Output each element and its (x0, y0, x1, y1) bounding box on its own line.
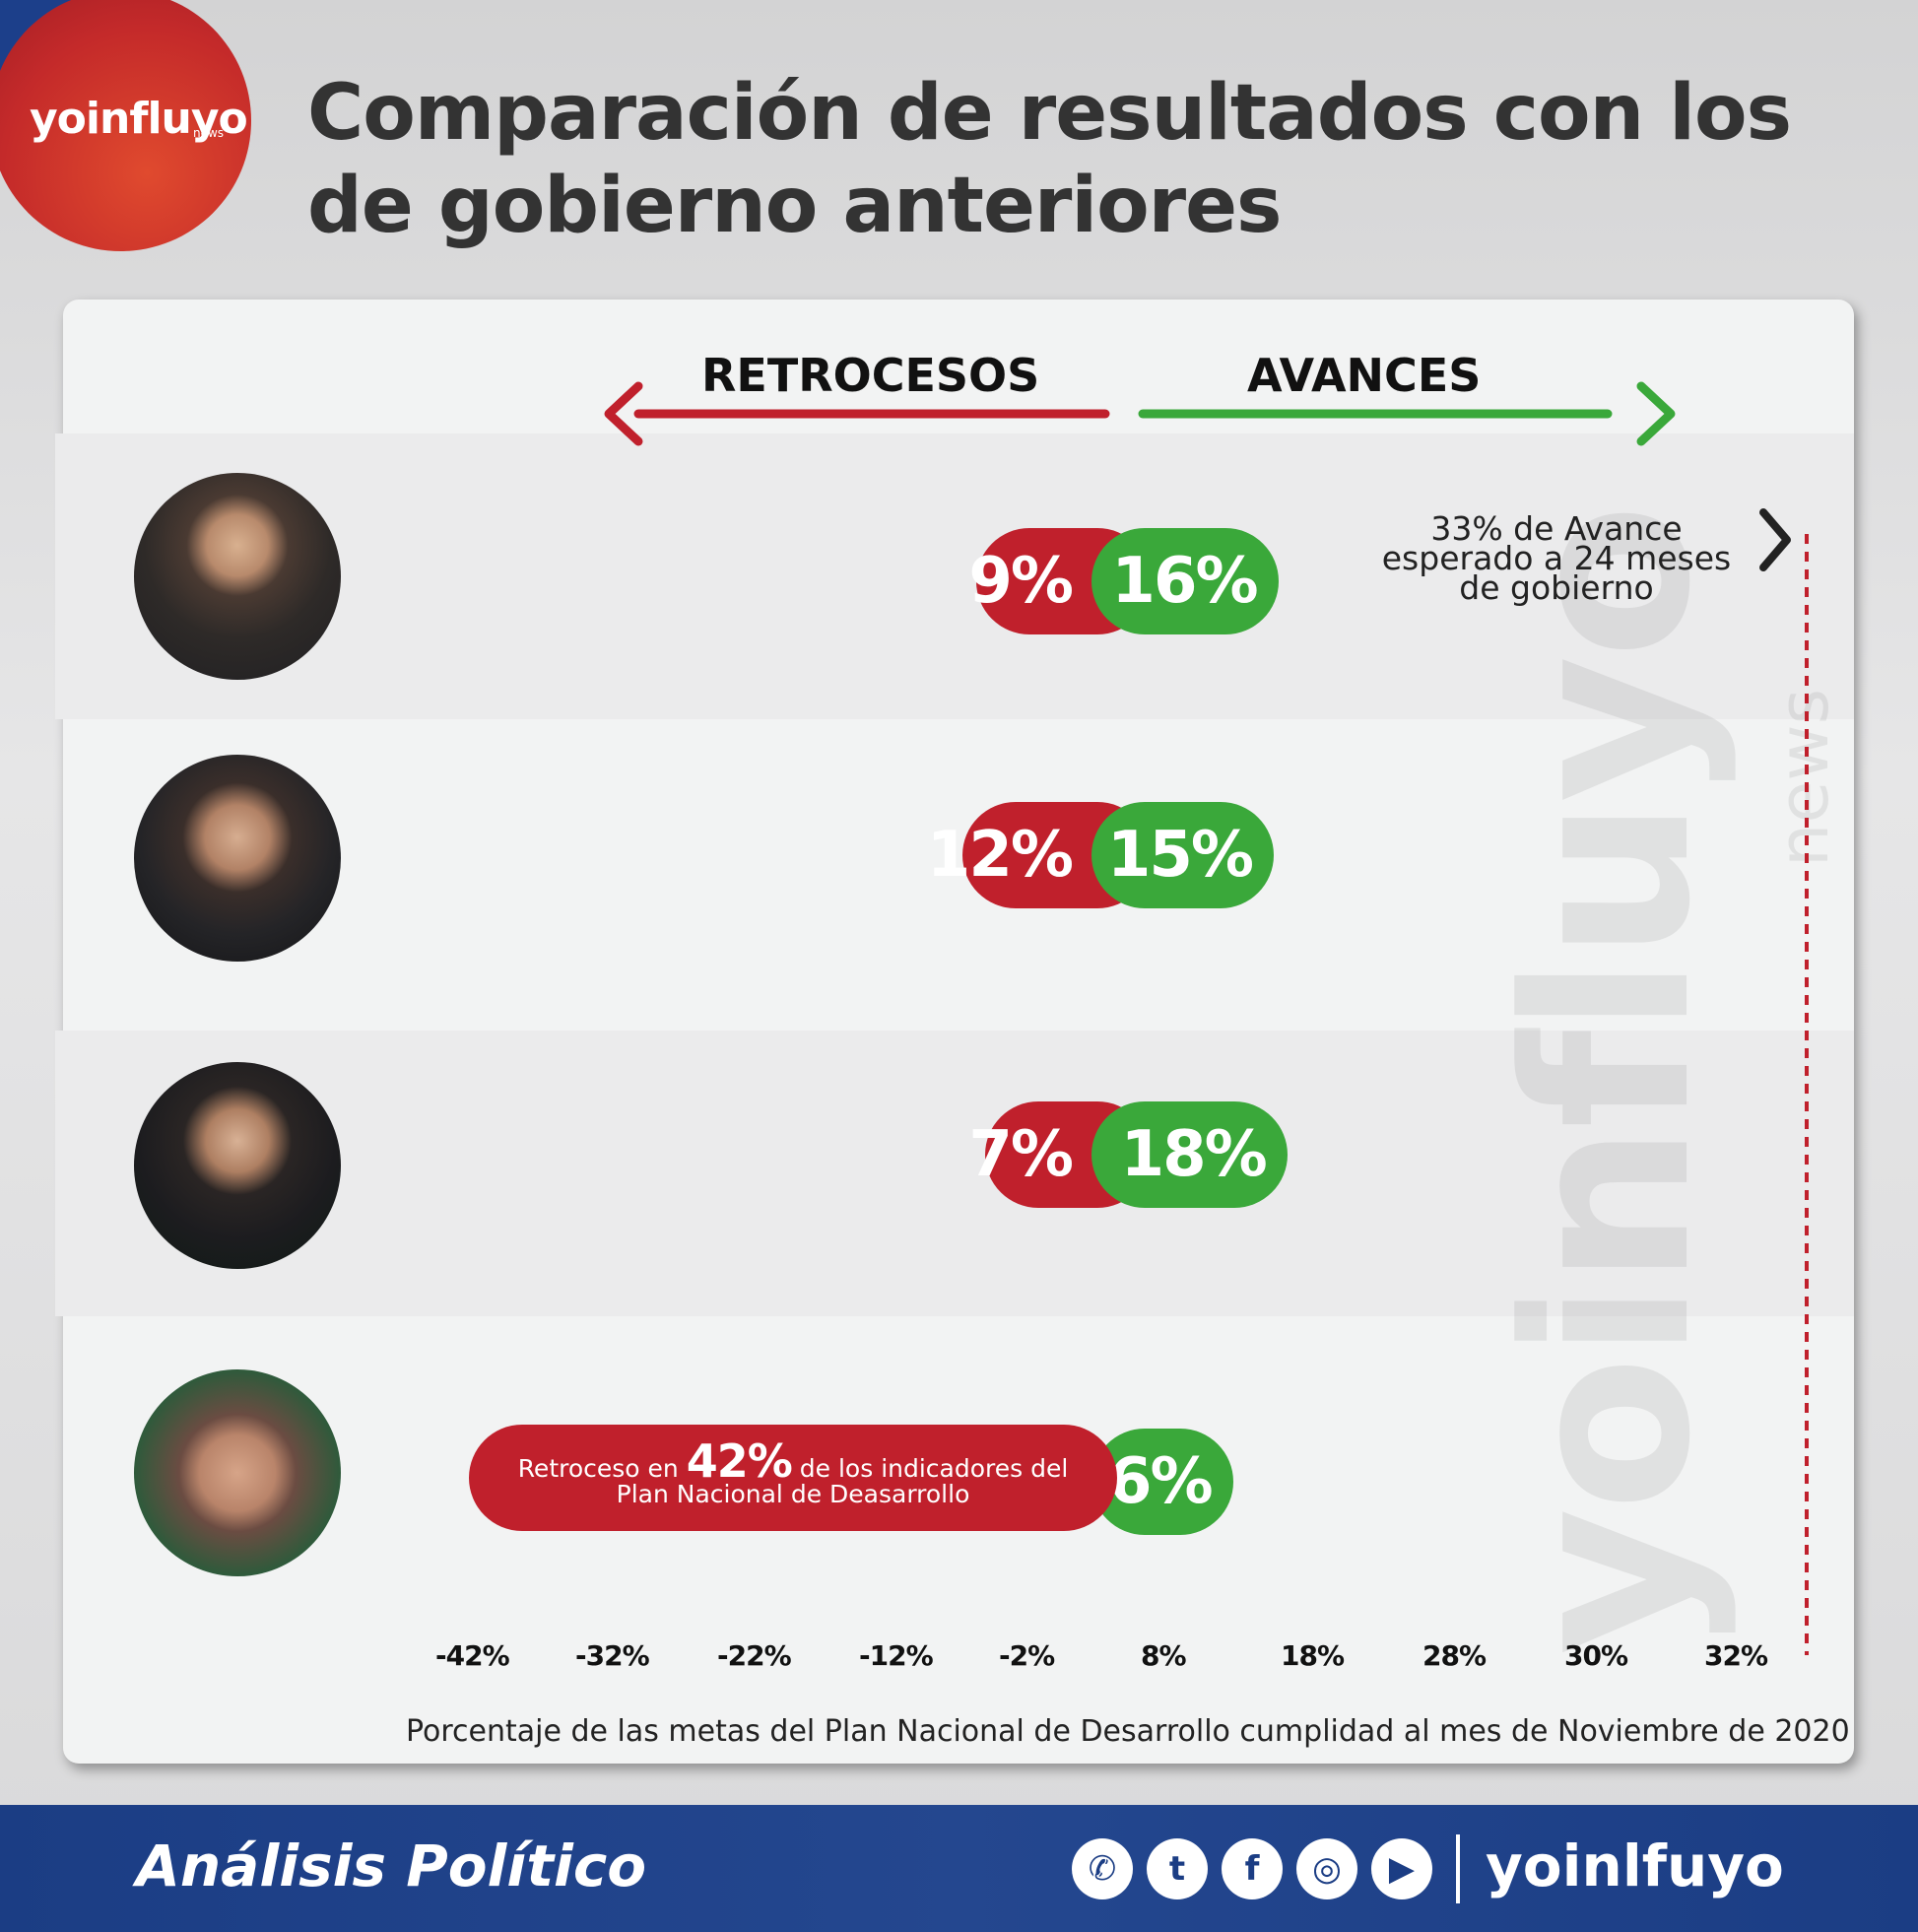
portrait-calderon (134, 755, 341, 962)
reference-line-1: 33% de Avance (1430, 509, 1683, 548)
reference-line-2: esperado a 24 meses (1381, 539, 1732, 577)
x-tick-label: 8% (1141, 1639, 1187, 1672)
instagram-icon[interactable]: ◎ (1296, 1838, 1357, 1899)
bar-retroceso-amlo: Retroceso en 42% de los indicadores del … (469, 1425, 1117, 1531)
x-tick-label: -2% (999, 1639, 1055, 1672)
reference-annotation: 33% de Avance esperado a 24 meses de gob… (1359, 509, 1753, 607)
bar-avance-1: 16% (1091, 528, 1279, 634)
footer-label: Análisis Político (136, 1832, 647, 1899)
special-suffix: de los indicadores del (799, 1454, 1069, 1483)
whatsapp-icon[interactable]: ✆ (1072, 1838, 1133, 1899)
brand-logo (0, 0, 251, 251)
x-tick-label: -42% (435, 1639, 510, 1672)
footer-bar: Análisis Político ✆ t f ◎ ▶ yoinlfuyo (0, 1805, 1918, 1932)
x-tick-label: -12% (859, 1639, 934, 1672)
page-title: Comparación de resultados con los de gob… (307, 69, 1792, 250)
portrait-fox (134, 473, 341, 680)
row-band-3 (55, 1031, 1854, 1316)
x-tick-label: -32% (575, 1639, 650, 1672)
x-tick-label: -22% (717, 1639, 792, 1672)
x-tick-label: 18% (1281, 1639, 1345, 1672)
special-prefix: Retroceso en (517, 1454, 679, 1483)
heading-retrocesos: RETROCESOS (701, 349, 1040, 402)
bar-avance-2: 15% (1091, 802, 1274, 908)
portrait-lopez-obrador (134, 1369, 341, 1576)
logo-text: yoinfluyo (30, 94, 248, 144)
x-tick-label: 28% (1422, 1639, 1487, 1672)
facebook-icon[interactable]: f (1222, 1838, 1283, 1899)
portrait-pena-nieto (134, 1062, 341, 1269)
footer-brand: yoinlfuyo (1486, 1832, 1784, 1899)
reference-chevron (1759, 508, 1791, 571)
bar-avance-3: 18% (1091, 1101, 1288, 1208)
footer-divider (1456, 1834, 1460, 1903)
retrocesos-arrow-head (604, 381, 643, 446)
bar-avance-4: 6% (1091, 1429, 1233, 1535)
bar-retroceso-3: 7% (968, 1101, 1151, 1208)
reference-line-3: de gobierno (1459, 568, 1654, 607)
avances-arrow-head (1636, 381, 1676, 446)
youtube-icon[interactable]: ▶ (1371, 1838, 1432, 1899)
tumblr-icon[interactable]: t (1147, 1838, 1208, 1899)
x-axis-label: Porcentaje de las metas del Plan Naciona… (406, 1714, 1850, 1749)
logo-sub: news (193, 126, 225, 140)
special-line2: Plan Nacional de Deasarrollo (616, 1480, 970, 1508)
special-value: 42% (686, 1434, 793, 1488)
x-tick-label: 32% (1704, 1639, 1768, 1672)
row-band-1 (55, 433, 1854, 719)
x-tick-label: 30% (1564, 1639, 1628, 1672)
heading-avances: AVANCES (1247, 349, 1482, 402)
